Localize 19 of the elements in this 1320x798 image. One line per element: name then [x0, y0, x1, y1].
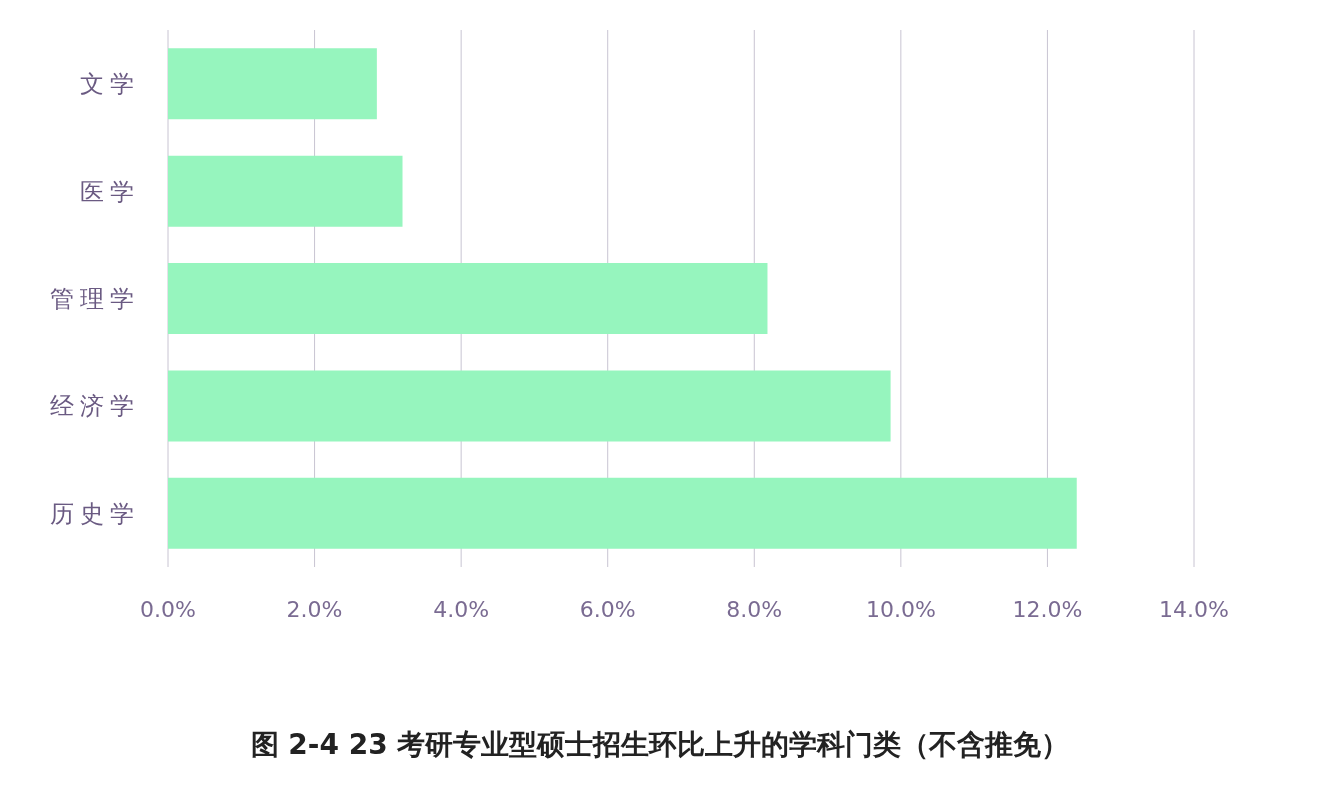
y-tick-label: 经济学 — [50, 392, 140, 421]
bar — [168, 477, 1077, 549]
x-tick-label: 14.0% — [1159, 596, 1229, 622]
x-tick-label: 8.0% — [726, 596, 783, 622]
x-tick-label: 10.0% — [865, 596, 936, 622]
x-tick-label: 6.0% — [579, 596, 636, 622]
text: 图 2-4 23 考研专业型硕士招生环比上升的学科门类（不含推免） — [249, 727, 1071, 763]
y-tick-label: 历史学 — [50, 499, 140, 528]
bar — [168, 48, 377, 120]
bar — [168, 155, 403, 227]
y-tick-label: 医学 — [80, 177, 140, 206]
x-tick-label: 2.0% — [286, 596, 343, 622]
y-tick-label: 管理学 — [50, 285, 140, 314]
x-tick-label: 12.0% — [1012, 596, 1083, 622]
y-tick-label: 文学 — [80, 70, 140, 99]
x-tick-label: 4.0% — [433, 596, 490, 622]
x-tick-label: 0.0% — [140, 596, 196, 622]
bar — [168, 263, 768, 335]
bar — [168, 370, 891, 442]
